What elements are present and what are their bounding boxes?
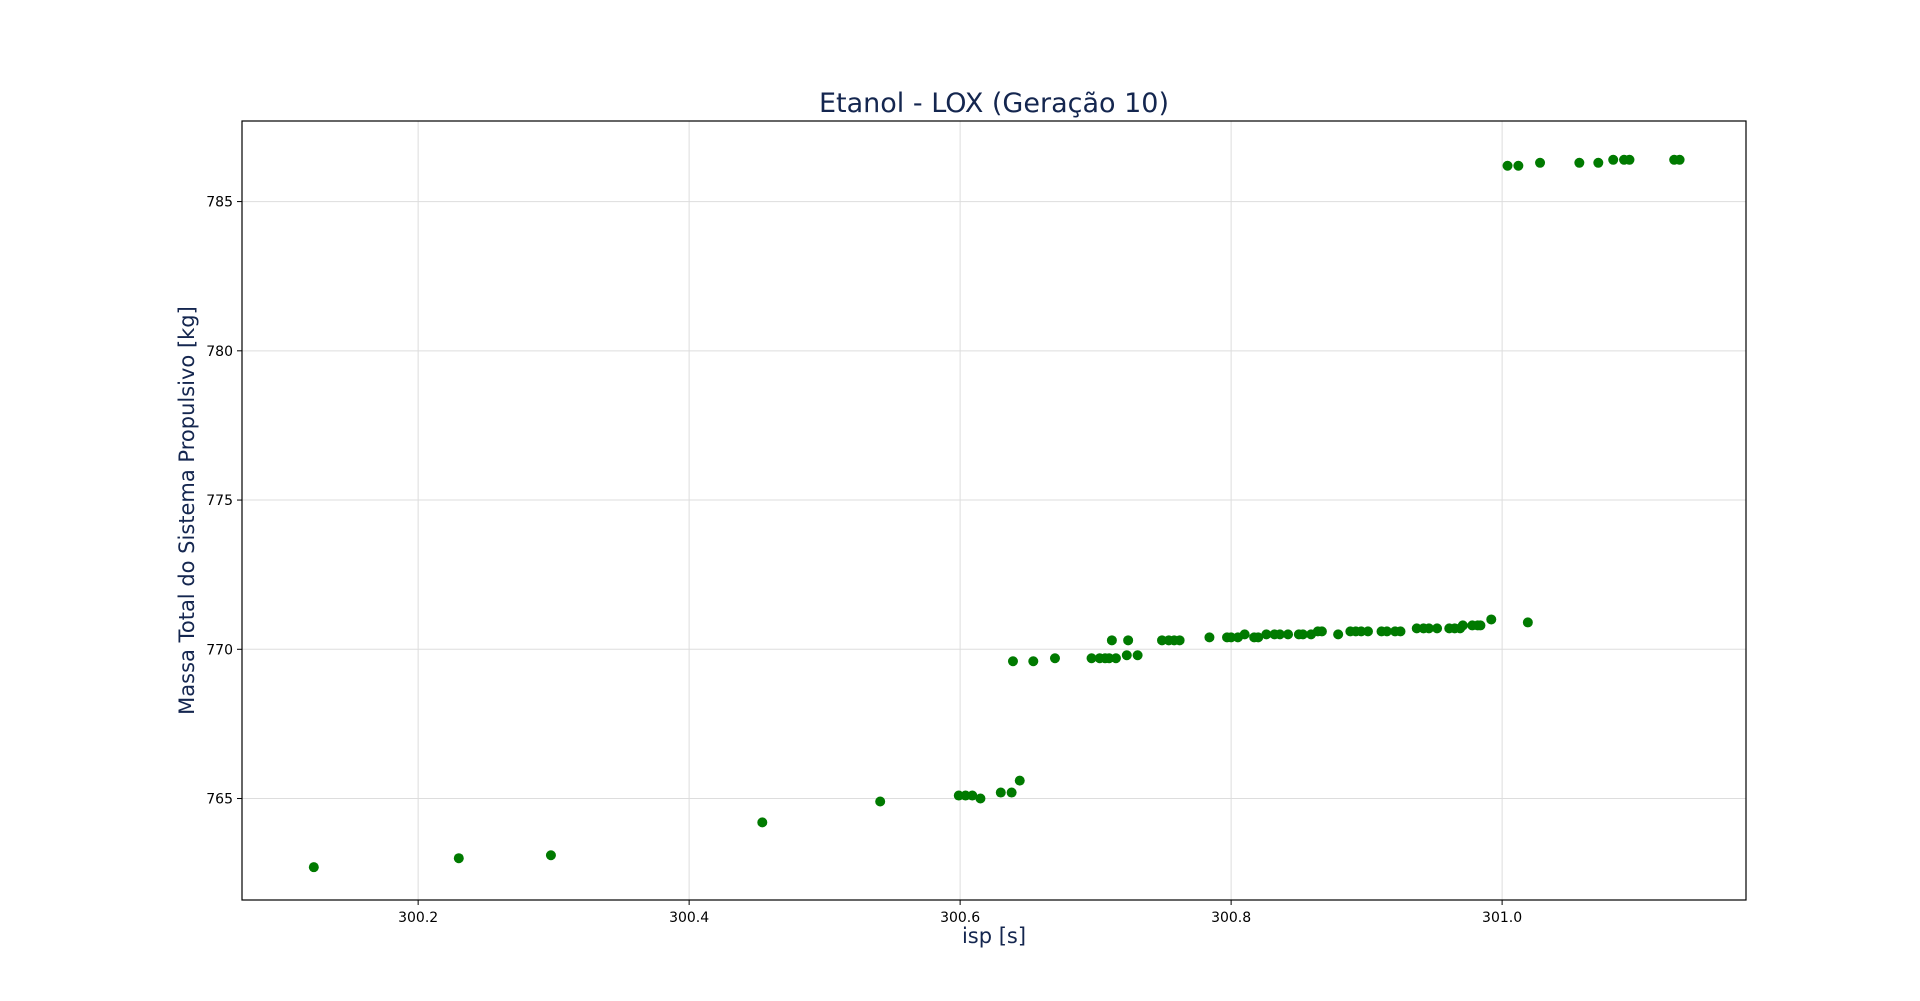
data-point (1624, 154, 1635, 165)
data-point (545, 850, 556, 861)
data-point (1006, 787, 1017, 798)
x-tick-label: 300.4 (669, 910, 709, 926)
y-axis-label: Massa Total do Sistema Propulsivo [kg] (175, 306, 199, 715)
data-point (1486, 614, 1497, 625)
data-point (1608, 154, 1619, 165)
chart-title: Etanol - LOX (Geração 10) (819, 88, 1169, 119)
data-point (1239, 629, 1250, 640)
data-point (1007, 656, 1018, 667)
plot-frame (241, 120, 1747, 901)
data-point (1593, 157, 1604, 168)
data-point (1283, 629, 1294, 640)
data-point (975, 793, 986, 804)
data-point (1123, 635, 1134, 646)
y-tick-label: 765 (206, 792, 233, 808)
data-point (1106, 635, 1117, 646)
data-point (1381, 626, 1392, 637)
data-point (995, 787, 1006, 798)
data-point (1674, 154, 1685, 165)
data-point (1395, 626, 1406, 637)
data-point (1432, 623, 1443, 634)
grid-lines (242, 121, 1746, 900)
data-point (1333, 629, 1344, 640)
axis-ticks: 300.2 300.4 300.6 300.8 301.0 765 770 775 780 785 (206, 195, 1522, 926)
x-tick-label: 301.0 (1482, 910, 1522, 926)
x-axis-label: isp [s] (962, 924, 1026, 948)
data-point (1475, 620, 1486, 631)
data-points (308, 154, 1685, 873)
data-point (1502, 160, 1513, 171)
data-point (1423, 623, 1434, 634)
data-point (1110, 653, 1121, 664)
data-point (1086, 653, 1097, 664)
data-point (1513, 160, 1524, 171)
data-point (1535, 157, 1546, 168)
data-point (308, 862, 319, 873)
x-tick-label: 300.8 (1211, 910, 1251, 926)
data-point (1261, 629, 1272, 640)
data-point (1132, 650, 1143, 661)
data-point (1174, 635, 1185, 646)
x-tick-label: 300.2 (398, 910, 438, 926)
data-point (1274, 629, 1285, 640)
data-point (1362, 626, 1373, 637)
x-tick-label: 300.6 (940, 910, 980, 926)
data-point (1028, 656, 1039, 667)
data-point (1204, 632, 1215, 643)
y-tick-label: 775 (206, 493, 233, 509)
data-point (967, 790, 978, 801)
data-point (1121, 650, 1132, 661)
data-point (1297, 629, 1308, 640)
y-tick-label: 780 (206, 344, 233, 360)
data-point (453, 853, 464, 864)
data-point (875, 796, 886, 807)
data-point (1049, 653, 1060, 664)
data-point (1457, 620, 1468, 631)
data-point (1574, 157, 1585, 168)
data-point (1014, 775, 1025, 786)
y-tick-label: 785 (206, 195, 233, 211)
data-point (1253, 632, 1264, 643)
y-tick-label: 770 (206, 642, 233, 658)
data-point (1316, 626, 1327, 637)
data-point (1522, 617, 1533, 628)
data-point (757, 817, 768, 828)
